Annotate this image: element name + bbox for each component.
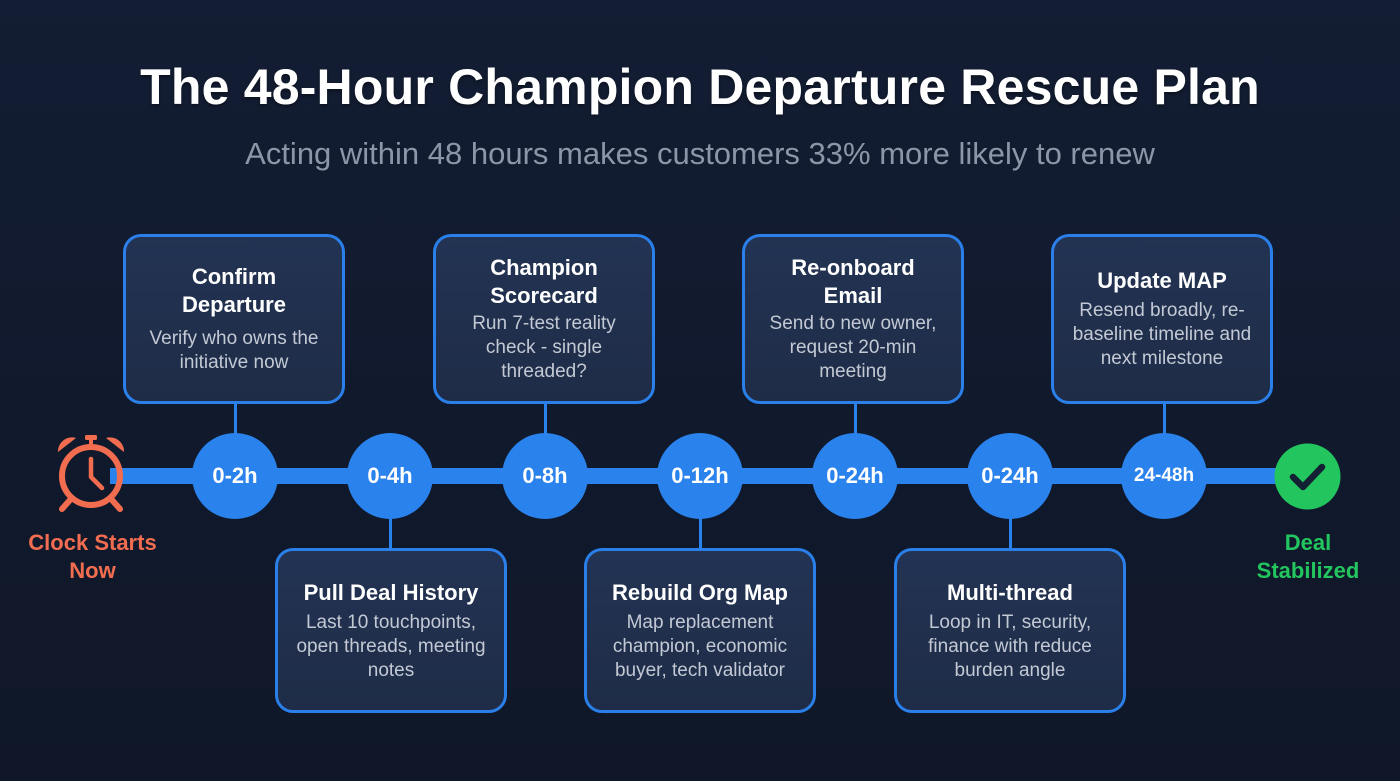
step-description: Last 10 touchpoints, open threads, meeti… [296,611,486,681]
step-title: Re-onboard Email [791,255,915,308]
page-subtitle: Acting within 48 hours makes customers 3… [245,136,1155,171]
step-description: Run 7-test reality check - single thread… [472,313,616,382]
step-title: Multi-thread [947,579,1073,605]
time-node-3: 0-8h [502,433,588,519]
step-description: Map replacement champion, economic buyer… [612,611,788,681]
step-title: Update MAP [1097,268,1227,293]
time-node-1: 0-2h [192,433,278,519]
step-card-multi-thread: Multi-thread Loop in IT, security, finan… [894,548,1126,713]
step-title: Champion Scorecard [490,255,598,308]
step-description: Resend broadly, re-baseline timeline and… [1072,300,1252,369]
connector-step-5 [854,404,857,444]
step-card-rebuild-org-map: Rebuild Org Map Map replacement champion… [584,548,816,713]
step-card-update-map: Update MAP Resend broadly, re-baseline t… [1051,234,1273,404]
alarm-clock-icon [57,435,125,512]
page-title: The 48-Hour Champion Departure Rescue Pl… [140,59,1260,115]
connector-step-3 [544,404,547,444]
time-node-4: 0-12h [657,433,743,519]
connector-step-7 [1163,404,1166,444]
step-card-champion-scorecard: Champion Scorecard Run 7-test reality ch… [433,234,655,404]
end-label: Deal Stabilized [1256,530,1360,583]
step-title: Rebuild Org Map [612,579,788,605]
step-card-confirm-departure: Confirm Departure Verify who owns the in… [123,234,345,404]
time-node-7: 24-48h [1121,433,1207,519]
step-card-pull-deal-history: Pull Deal History Last 10 touchpoints, o… [275,548,507,713]
start-label: Clock Starts Now [28,530,157,583]
connector-step-4 [699,510,702,550]
check-circle-icon [1274,443,1341,510]
step-description: Send to new owner, request 20-min meetin… [769,313,937,382]
time-node-2: 0-4h [347,433,433,519]
step-description: Loop in IT, security, finance with reduc… [928,611,1092,681]
step-title: Confirm Departure [182,264,286,317]
time-node-6: 0-24h [967,433,1053,519]
connector-step-2 [389,510,392,550]
connector-step-1 [234,404,237,444]
time-node-5: 0-24h [812,433,898,519]
step-description: Verify who owns the initiative now [149,328,319,373]
step-card-reonboard-email: Re-onboard Email Send to new owner, requ… [742,234,964,404]
connector-step-6 [1009,510,1012,550]
step-title: Pull Deal History [303,579,479,605]
